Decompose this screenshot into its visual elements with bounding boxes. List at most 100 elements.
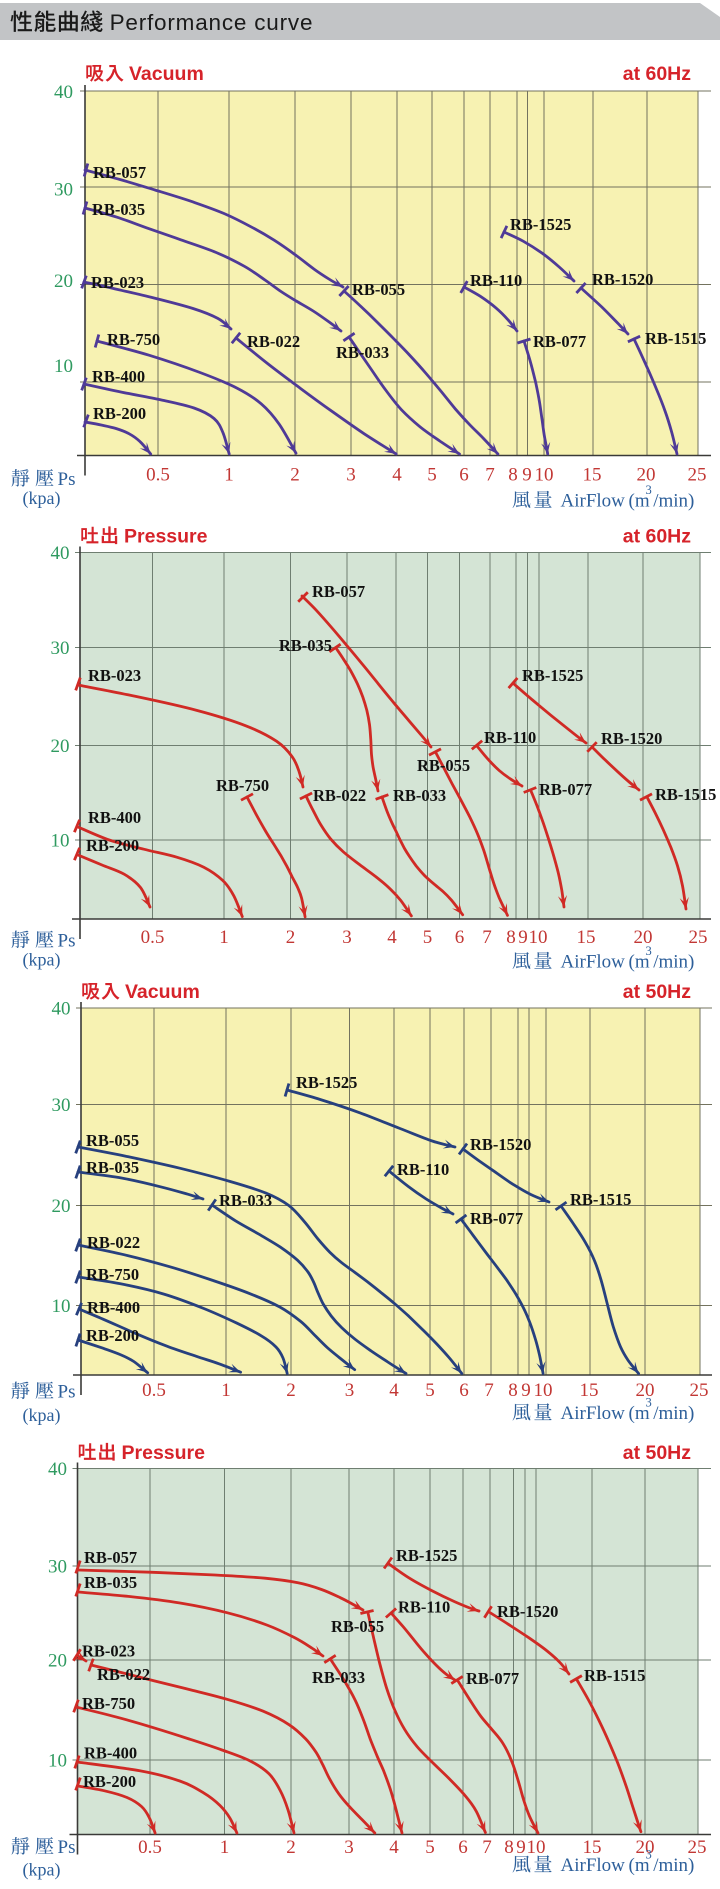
svg-text:25: 25 [688,465,707,486]
svg-text:RB-400: RB-400 [84,1744,137,1763]
svg-text:RB-200: RB-200 [86,836,139,855]
svg-text:/min): /min) [653,1855,694,1876]
svg-text:15: 15 [583,465,602,486]
svg-text:10: 10 [527,1837,546,1858]
svg-text:25: 25 [688,1837,707,1858]
svg-text:7: 7 [484,1380,494,1401]
svg-text:RB-200: RB-200 [83,1772,136,1791]
svg-text:RB-1525: RB-1525 [396,1546,457,1565]
svg-text:RB-1520: RB-1520 [497,1602,558,1621]
svg-text:8: 8 [508,1380,518,1401]
svg-text:40: 40 [52,999,71,1020]
svg-text:9: 9 [516,1837,526,1858]
svg-text:40: 40 [51,543,70,564]
svg-text:0.5: 0.5 [142,1380,166,1401]
svg-text:3: 3 [344,1837,354,1858]
svg-text:RB-750: RB-750 [86,1265,139,1284]
svg-text:40: 40 [48,1459,67,1480]
svg-text:6: 6 [458,1837,468,1858]
svg-text:RB-035: RB-035 [86,1158,139,1177]
svg-text:RB-1520: RB-1520 [592,270,653,289]
svg-text:10: 10 [48,1751,67,1772]
svg-text:Pressure: Pressure [122,1442,206,1464]
svg-text:RB-035: RB-035 [92,200,145,219]
svg-text:10: 10 [534,1380,553,1401]
svg-text:RB-200: RB-200 [93,404,146,423]
svg-text:Vacuum: Vacuum [125,981,200,1003]
svg-text:/min): /min) [653,491,694,512]
svg-text:9: 9 [522,465,532,486]
svg-text:20: 20 [634,927,653,948]
svg-text:(m: (m [629,952,650,973]
svg-text:RB-200: RB-200 [86,1326,139,1345]
svg-text:8: 8 [508,465,518,486]
svg-text:30: 30 [54,180,73,201]
svg-text:8: 8 [504,1837,514,1858]
svg-text:Ps: Ps [58,1382,76,1403]
svg-text:at 60Hz: at 60Hz [623,526,692,548]
svg-text:7: 7 [482,1837,492,1858]
svg-text:RB-110: RB-110 [484,728,536,747]
svg-text:RB-033: RB-033 [393,786,446,805]
svg-text:Ps: Ps [58,469,76,490]
svg-text:1: 1 [220,1837,230,1858]
svg-text:20: 20 [51,736,70,757]
svg-text:RB-035: RB-035 [279,636,332,655]
svg-text:RB-1515: RB-1515 [645,329,706,348]
svg-text:10: 10 [52,1296,71,1317]
svg-text:RB-077: RB-077 [539,780,592,799]
svg-text:0.5: 0.5 [146,465,170,486]
svg-text:5: 5 [425,1837,435,1858]
svg-text:7: 7 [482,927,492,948]
svg-text:RB-400: RB-400 [88,808,141,827]
svg-text:5: 5 [427,465,437,486]
svg-text:(kpa): (kpa) [23,1860,61,1881]
svg-text:(kpa): (kpa) [23,1405,61,1426]
svg-text:1: 1 [224,465,234,486]
svg-text:RB-1515: RB-1515 [584,1666,645,1685]
svg-text:AirFlow: AirFlow [561,1403,626,1424]
svg-text:6: 6 [459,465,469,486]
svg-text:Ps: Ps [58,931,76,952]
svg-text:AirFlow: AirFlow [561,491,626,512]
svg-text:(m: (m [629,1855,650,1876]
svg-text:10: 10 [529,927,548,948]
svg-text:0.5: 0.5 [138,1837,162,1858]
svg-text:20: 20 [636,1380,655,1401]
svg-text:RB-023: RB-023 [88,666,141,685]
svg-text:RB-077: RB-077 [533,332,586,351]
svg-text:RB-022: RB-022 [313,786,366,805]
svg-text:20: 20 [54,271,73,292]
svg-text:RB-750: RB-750 [107,330,160,349]
svg-text:RB-022: RB-022 [247,332,300,351]
svg-text:Ps: Ps [58,1837,76,1858]
svg-text:RB-110: RB-110 [397,1160,449,1179]
svg-text:15: 15 [577,927,596,948]
svg-text:3: 3 [346,465,356,486]
svg-text:RB-023: RB-023 [82,1642,135,1661]
svg-text:20: 20 [637,465,656,486]
svg-text:3: 3 [646,944,652,958]
svg-text:RB-750: RB-750 [216,776,269,795]
svg-text:20: 20 [52,1196,71,1217]
svg-text:RB-033: RB-033 [312,1668,365,1687]
svg-text:10: 10 [54,356,73,377]
svg-text:2: 2 [286,1837,296,1858]
svg-text:1: 1 [221,1380,231,1401]
svg-text:10: 10 [535,465,554,486]
svg-text:3: 3 [345,1380,355,1401]
svg-text:RB-110: RB-110 [470,271,522,290]
svg-text:RB-400: RB-400 [92,367,145,386]
svg-text:RB-035: RB-035 [84,1573,137,1592]
svg-text:RB-1515: RB-1515 [570,1190,631,1209]
svg-text:RB-110: RB-110 [398,1598,450,1617]
svg-text:RB-033: RB-033 [336,343,389,362]
svg-text:0.5: 0.5 [141,927,165,948]
svg-text:at 50Hz: at 50Hz [623,981,692,1003]
svg-text:RB-1525: RB-1525 [510,215,571,234]
svg-text:15: 15 [580,1380,599,1401]
svg-text:/min): /min) [653,1403,694,1424]
svg-text:9: 9 [518,927,528,948]
svg-text:3: 3 [342,927,352,948]
svg-text:20: 20 [636,1837,655,1858]
